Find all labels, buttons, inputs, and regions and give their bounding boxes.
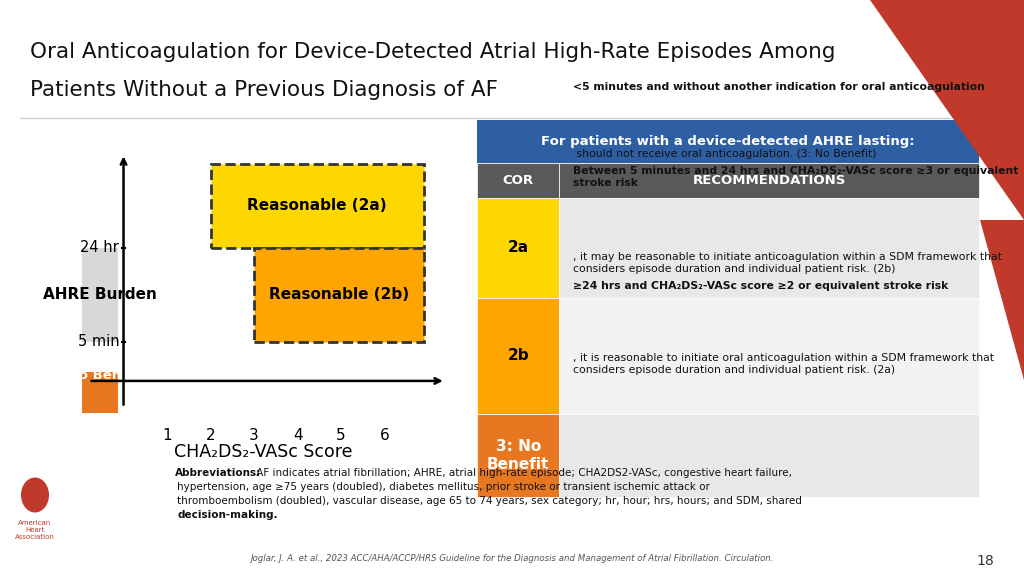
Bar <box>477 198 559 298</box>
Bar <box>559 298 979 414</box>
Bar <box>559 163 979 198</box>
Text: COR: COR <box>503 174 534 187</box>
Text: 3:No Benefit: 3:No Benefit <box>53 369 147 382</box>
Text: American
Heart
Association: American Heart Association <box>15 520 55 540</box>
Bar <box>82 248 118 342</box>
Text: hypertension, age ≥75 years (doubled), diabetes mellitus, prior stroke or transi: hypertension, age ≥75 years (doubled), d… <box>177 482 710 492</box>
Bar <box>559 198 979 298</box>
Text: should not receive oral anticoagulation. (3: No Benefit): should not receive oral anticoagulation.… <box>573 149 877 159</box>
Bar <box>254 248 424 342</box>
Text: thromboembolism (doubled), vascular disease, age 65 to 74 years, sex category; h: thromboembolism (doubled), vascular dise… <box>177 496 802 506</box>
Polygon shape <box>870 0 1024 220</box>
Text: 18: 18 <box>976 554 994 568</box>
Text: Abbreviations:: Abbreviations: <box>175 468 261 478</box>
Text: , it is reasonable to initiate oral anticoagulation within a SDM framework that : , it is reasonable to initiate oral anti… <box>573 353 994 375</box>
Text: 5 min: 5 min <box>78 334 119 349</box>
Bar <box>211 164 424 248</box>
Text: 24 hr: 24 hr <box>81 240 119 255</box>
Text: 3: No
Benefit: 3: No Benefit <box>487 439 549 472</box>
Bar <box>477 414 559 497</box>
Text: 2a: 2a <box>508 240 528 256</box>
Bar <box>477 298 559 414</box>
Text: Between 5 minutes and 24 hrs and CHA₂DS₂-VASc score ≥3 or equivalent stroke risk: Between 5 minutes and 24 hrs and CHA₂DS₂… <box>573 166 1019 188</box>
Text: Joglar, J. A. et al., 2023 ACC/AHA/ACCP/HRS Guideline for the Diagnosis and Mana: Joglar, J. A. et al., 2023 ACC/AHA/ACCP/… <box>250 554 774 563</box>
Ellipse shape <box>22 478 49 513</box>
Text: 2b: 2b <box>507 348 529 363</box>
Bar <box>559 414 979 497</box>
Bar <box>82 372 118 413</box>
Text: Patients Without a Previous Diagnosis of AF: Patients Without a Previous Diagnosis of… <box>30 80 498 100</box>
Text: ≥24 hrs and CHA₂DS₂-VASc score ≥2 or equivalent stroke risk: ≥24 hrs and CHA₂DS₂-VASc score ≥2 or equ… <box>573 281 948 291</box>
Bar <box>477 163 559 198</box>
Text: Reasonable (2a): Reasonable (2a) <box>248 199 387 214</box>
Text: For patients with a device-detected AHRE lasting:: For patients with a device-detected AHRE… <box>542 135 914 148</box>
Text: , it may be reasonable to initiate anticoagulation within a SDM framework that c: , it may be reasonable to initiate antic… <box>573 252 1002 274</box>
Polygon shape <box>980 220 1024 380</box>
Text: <5 minutes and without another indication for oral anticoagulation: <5 minutes and without another indicatio… <box>573 82 985 92</box>
Text: CHA₂DS₂-VASc Score: CHA₂DS₂-VASc Score <box>174 443 352 461</box>
Text: AHRE Burden: AHRE Burden <box>43 287 157 302</box>
Text: decision-making.: decision-making. <box>177 510 278 520</box>
Text: AF indicates atrial fibrillation; AHRE, atrial high-rate episode; CHA2DS2-VASc, : AF indicates atrial fibrillation; AHRE, … <box>253 468 792 478</box>
Text: Reasonable (2b): Reasonable (2b) <box>269 287 409 302</box>
Text: RECOMMENDATIONS: RECOMMENDATIONS <box>692 174 846 187</box>
Bar <box>477 120 979 163</box>
Text: Oral Anticoagulation for Device-Detected Atrial High-Rate Episodes Among: Oral Anticoagulation for Device-Detected… <box>30 42 836 62</box>
